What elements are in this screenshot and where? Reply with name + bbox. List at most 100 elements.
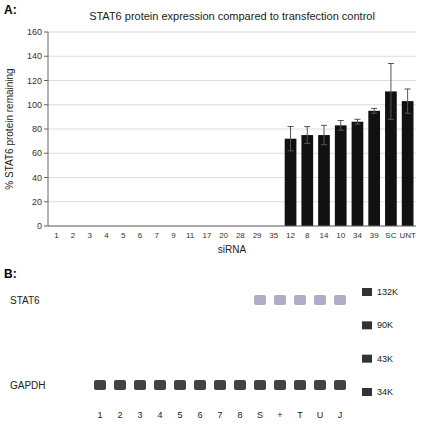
y-tick-label: 40 xyxy=(32,173,42,183)
y-tick xyxy=(44,201,48,202)
bar xyxy=(318,135,330,226)
error-cap xyxy=(338,120,344,121)
band xyxy=(254,295,266,305)
band xyxy=(174,380,186,390)
y-tick xyxy=(44,177,48,178)
y-tick-label: 80 xyxy=(32,124,42,134)
panel-label: B: xyxy=(4,267,17,281)
y-tick-label: 140 xyxy=(27,51,42,61)
chart-container: A:STAT6 protein expression compared to t… xyxy=(0,0,426,433)
y-axis-label: % STAT6 protein remaining xyxy=(4,68,15,189)
grid-line xyxy=(48,104,416,105)
marker-label: 43K xyxy=(377,354,393,364)
grid-line xyxy=(48,80,416,81)
grid-line xyxy=(48,56,416,57)
chart-svg: A:STAT6 protein expression compared to t… xyxy=(0,0,426,433)
marker-band xyxy=(362,355,372,363)
error-cap xyxy=(354,124,360,125)
bar xyxy=(285,139,297,226)
x-tick-label: 1 xyxy=(54,231,59,240)
y-tick xyxy=(44,153,48,154)
y-tick-label: 120 xyxy=(27,76,42,86)
band xyxy=(114,380,126,390)
band xyxy=(214,380,226,390)
bar xyxy=(335,125,347,226)
band xyxy=(94,380,106,390)
row-label: GAPDH xyxy=(10,380,46,391)
marker-band xyxy=(362,288,372,296)
x-tick-label: 34 xyxy=(353,231,362,240)
error-bar xyxy=(338,121,344,131)
x-tick-label: 9 xyxy=(171,231,176,240)
x-tick-label: 10 xyxy=(336,231,345,240)
error-cap xyxy=(388,119,394,120)
error-cap xyxy=(405,88,411,89)
bar xyxy=(352,122,364,226)
x-tick-label: 7 xyxy=(155,231,160,240)
y-tick xyxy=(44,80,48,81)
lane-label: 7 xyxy=(217,410,222,420)
error-line xyxy=(390,64,391,120)
error-cap xyxy=(288,126,294,127)
error-bar xyxy=(405,89,411,113)
error-bar xyxy=(354,119,360,124)
lane-label: 1 xyxy=(97,410,102,420)
x-tick-label: 28 xyxy=(236,231,245,240)
band xyxy=(154,380,166,390)
y-tick xyxy=(44,104,48,105)
x-axis-label: siRNA xyxy=(218,244,247,255)
error-line xyxy=(307,127,308,144)
lane-label: 6 xyxy=(197,410,202,420)
blot xyxy=(94,288,372,396)
y-axis xyxy=(48,32,49,226)
x-tick-label: 6 xyxy=(138,231,143,240)
error-line xyxy=(340,121,341,131)
error-line xyxy=(357,119,358,124)
y-tick xyxy=(44,56,48,57)
grid-line xyxy=(48,226,416,227)
error-cap xyxy=(304,126,310,127)
bar xyxy=(301,135,313,226)
error-bar xyxy=(321,125,327,144)
band xyxy=(194,380,206,390)
band xyxy=(274,295,286,305)
band xyxy=(334,380,346,390)
grid xyxy=(48,32,416,226)
error-bar xyxy=(304,127,310,144)
bars xyxy=(285,64,414,226)
band xyxy=(294,295,306,305)
bar xyxy=(402,101,414,226)
error-cap xyxy=(304,143,310,144)
y-tick-label: 0 xyxy=(37,221,42,231)
bar xyxy=(368,111,380,226)
error-cap xyxy=(321,144,327,145)
lane-label: U xyxy=(317,410,324,420)
error-cap xyxy=(288,150,294,151)
x-tick-label: 29 xyxy=(253,231,262,240)
error-bar xyxy=(388,64,394,120)
error-line xyxy=(290,127,291,151)
band xyxy=(234,380,246,390)
marker-band xyxy=(362,321,372,329)
marker-label: 34K xyxy=(377,387,393,397)
x-tick-label: 12 xyxy=(286,231,295,240)
x-tick-label: 3 xyxy=(88,231,93,240)
y-tick-label: 20 xyxy=(32,197,42,207)
marker-band xyxy=(362,388,372,396)
lane-label: 8 xyxy=(237,410,242,420)
lane-label: 3 xyxy=(137,410,142,420)
error-cap xyxy=(388,63,394,64)
error-bar xyxy=(288,127,294,151)
error-cap xyxy=(405,113,411,114)
x-tick-label: 17 xyxy=(202,231,211,240)
lane-label: J xyxy=(338,410,343,420)
y-tick-label: 60 xyxy=(32,148,42,158)
x-tick-label: SC xyxy=(385,231,396,240)
band xyxy=(134,380,146,390)
y-tick xyxy=(44,32,48,33)
x-axis xyxy=(48,226,416,227)
error-bar xyxy=(371,108,377,113)
error-line xyxy=(324,125,325,144)
band xyxy=(334,295,346,305)
x-tick-label: 11 xyxy=(186,231,195,240)
